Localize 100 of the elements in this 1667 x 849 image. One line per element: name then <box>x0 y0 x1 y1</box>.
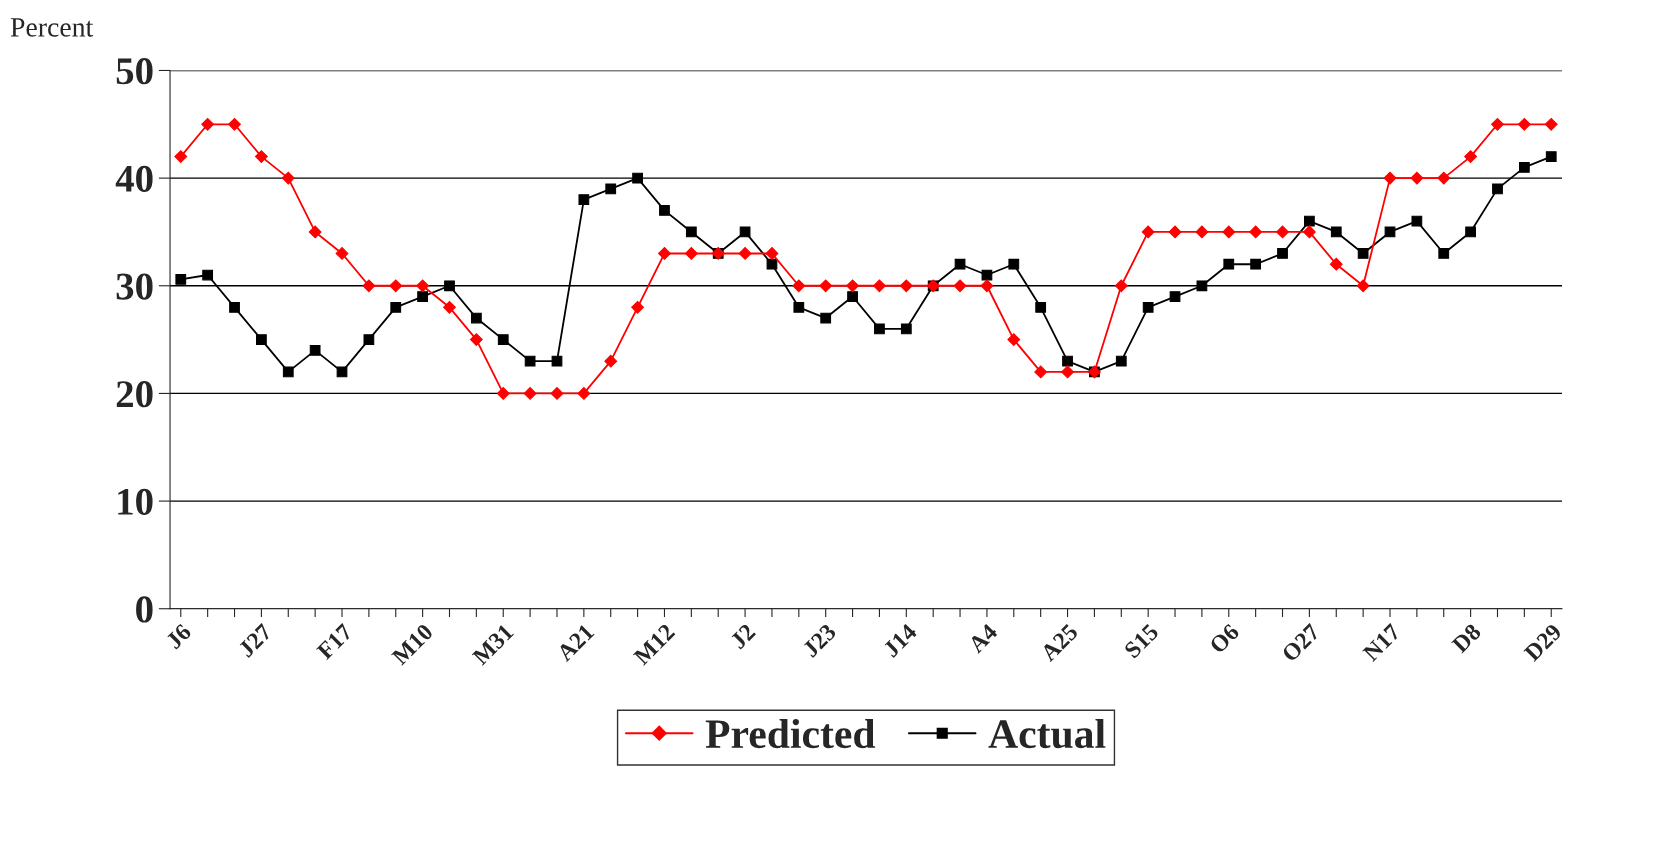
y-tick-label: 50 <box>116 58 153 85</box>
point <box>1034 365 1048 379</box>
point <box>1304 215 1315 227</box>
point <box>282 366 294 378</box>
x-tick-label: A4 <box>967 622 999 654</box>
point <box>820 312 832 324</box>
point <box>793 301 805 313</box>
point <box>899 279 913 293</box>
point <box>201 117 215 131</box>
point <box>1222 225 1236 239</box>
point <box>417 291 429 302</box>
point <box>1196 280 1208 292</box>
y-tick-label: 10 <box>118 488 153 515</box>
point <box>308 225 322 239</box>
point <box>604 354 618 368</box>
point <box>174 150 188 163</box>
point <box>1035 301 1047 313</box>
point <box>1465 226 1476 238</box>
point <box>577 387 591 400</box>
legend-label: Actual <box>988 718 1106 749</box>
y-axis-title: Percent <box>10 18 94 37</box>
point <box>1062 355 1073 367</box>
y-tick-label: 30 <box>116 273 153 300</box>
x-tick-label: J2 <box>729 623 757 650</box>
point <box>1330 226 1342 238</box>
point <box>362 279 376 293</box>
point <box>766 258 778 270</box>
point <box>819 279 833 293</box>
point <box>658 247 671 260</box>
point <box>1302 225 1316 239</box>
point <box>416 279 430 293</box>
point <box>846 279 859 293</box>
y-tick-label: 40 <box>115 165 153 192</box>
point <box>389 279 403 293</box>
x-tick-label: O27 <box>1281 622 1321 663</box>
point <box>684 247 698 260</box>
point <box>1007 333 1021 347</box>
point <box>1464 150 1478 163</box>
x-tick-label: J6 <box>165 622 193 650</box>
point <box>1518 161 1530 173</box>
point <box>1329 257 1343 271</box>
point <box>523 387 537 400</box>
y-tick-label: 20 <box>116 381 153 408</box>
point <box>1142 301 1154 313</box>
point <box>1276 225 1289 239</box>
point <box>496 387 510 400</box>
point <box>335 247 349 260</box>
point <box>444 280 455 292</box>
point <box>792 279 806 293</box>
point <box>685 226 697 238</box>
point <box>578 194 590 206</box>
point <box>1223 258 1235 270</box>
point <box>229 301 240 313</box>
point <box>1195 225 1209 239</box>
x-tick-label: O6 <box>1208 622 1241 655</box>
point <box>632 172 643 184</box>
point <box>631 300 645 314</box>
point <box>873 279 886 293</box>
x-tick-label: D29 <box>1523 623 1563 663</box>
x-tick-label: J14 <box>882 622 918 658</box>
point <box>1545 151 1557 162</box>
point <box>953 279 967 293</box>
point <box>980 279 994 293</box>
x-tick-label: N17 <box>1362 622 1402 662</box>
point <box>281 171 295 185</box>
point <box>1410 171 1424 185</box>
point <box>1517 117 1531 131</box>
point <box>254 150 268 163</box>
x-tick-label: J23 <box>801 623 837 658</box>
x-tick-label: F17 <box>315 622 354 661</box>
point <box>497 334 509 345</box>
point <box>738 247 752 260</box>
point <box>1356 279 1370 293</box>
point <box>550 387 564 400</box>
point <box>1491 117 1504 131</box>
point <box>1492 183 1503 195</box>
point <box>1168 225 1182 239</box>
x-tick-label: D8 <box>1450 622 1482 654</box>
point <box>900 323 912 335</box>
point <box>1383 171 1397 185</box>
point <box>1277 248 1288 259</box>
point <box>443 300 456 314</box>
point <box>1438 248 1450 259</box>
x-tick-label: S15 <box>1123 623 1160 659</box>
legend-label: Predicted <box>705 718 876 749</box>
point <box>469 333 483 347</box>
point <box>1544 117 1558 131</box>
point <box>874 323 885 335</box>
point <box>228 117 241 131</box>
point <box>1250 258 1262 270</box>
point <box>551 355 563 367</box>
point <box>256 334 267 345</box>
point <box>1437 171 1451 185</box>
point <box>363 334 375 345</box>
point <box>1249 225 1263 239</box>
point <box>175 273 187 285</box>
point <box>1357 248 1369 259</box>
y-tick-label: 0 <box>136 596 153 623</box>
x-tick-label: A25 <box>1039 623 1079 663</box>
point <box>1115 355 1127 367</box>
